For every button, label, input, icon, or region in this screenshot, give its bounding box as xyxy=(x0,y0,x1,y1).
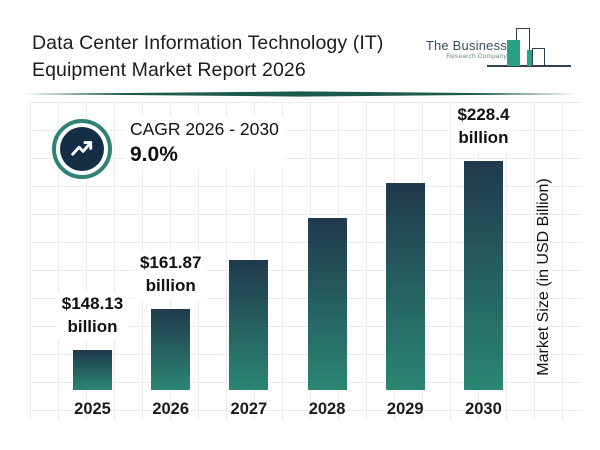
x-axis-label-2027: 2027 xyxy=(230,400,268,418)
x-axis-label-2026: 2026 xyxy=(152,400,190,418)
logo-tagline: Research Company xyxy=(446,53,507,60)
bar-column-2025: $148.13 billion 2025 xyxy=(56,102,129,418)
bar-2028 xyxy=(307,218,347,390)
x-axis-label-2028: 2028 xyxy=(308,400,346,418)
cagr-value: 9.0% xyxy=(130,143,178,166)
x-axis-label-2030: 2030 xyxy=(465,400,502,418)
company-logo: The Business Research Company xyxy=(425,20,580,82)
y-axis-title: Market Size (in USD Billion) xyxy=(535,178,552,376)
bar-2030 xyxy=(463,161,503,390)
bar-column-2026: $161.87 billion 2026 xyxy=(134,102,207,418)
x-axis-label-2029: 2029 xyxy=(386,400,424,418)
bar-value-label-2030: $228.4 billion xyxy=(452,103,515,151)
bar-2029 xyxy=(385,183,425,390)
bar-value-label-2025: $148.13 billion xyxy=(56,292,129,340)
bar-column-2030: $228.4 billion 2030 xyxy=(452,102,515,418)
trend-up-icon xyxy=(60,127,104,171)
header-divider xyxy=(22,91,578,97)
cagr-circle xyxy=(52,119,112,179)
page-title: Data Center Information Technology (IT) … xyxy=(32,30,383,85)
cagr-badge: CAGR 2026 - 2030 9.0% xyxy=(52,117,285,179)
bar-column-2028: 2028 xyxy=(307,102,347,418)
bar-2025 xyxy=(73,350,112,390)
bar-2026 xyxy=(151,309,191,390)
bar-column-2027: 2027 xyxy=(229,102,269,418)
page-title-line2: Equipment Market Report 2026 xyxy=(32,59,306,82)
logo-building-teal xyxy=(507,40,520,66)
bar-2027 xyxy=(229,260,269,390)
logo-building-teal-small xyxy=(527,50,532,66)
logo-buildings-icon xyxy=(487,20,577,70)
bars: $148.13 billion 2025 $161.87 billion 2026 2027… xyxy=(56,102,515,418)
bar-column-2029: 2029 xyxy=(385,102,425,418)
page-title-line1: Data Center Information Technology (IT) xyxy=(32,32,384,54)
logo-company-name: The Business xyxy=(425,38,507,53)
cagr-label: CAGR 2026 - 2030 xyxy=(130,119,279,139)
bar-value-label-2026: $161.87 billion xyxy=(134,251,207,299)
cagr-text: CAGR 2026 - 2030 9.0% xyxy=(124,117,285,169)
logo-building-outline-right xyxy=(532,48,545,66)
x-axis-label-2025: 2025 xyxy=(74,400,111,418)
